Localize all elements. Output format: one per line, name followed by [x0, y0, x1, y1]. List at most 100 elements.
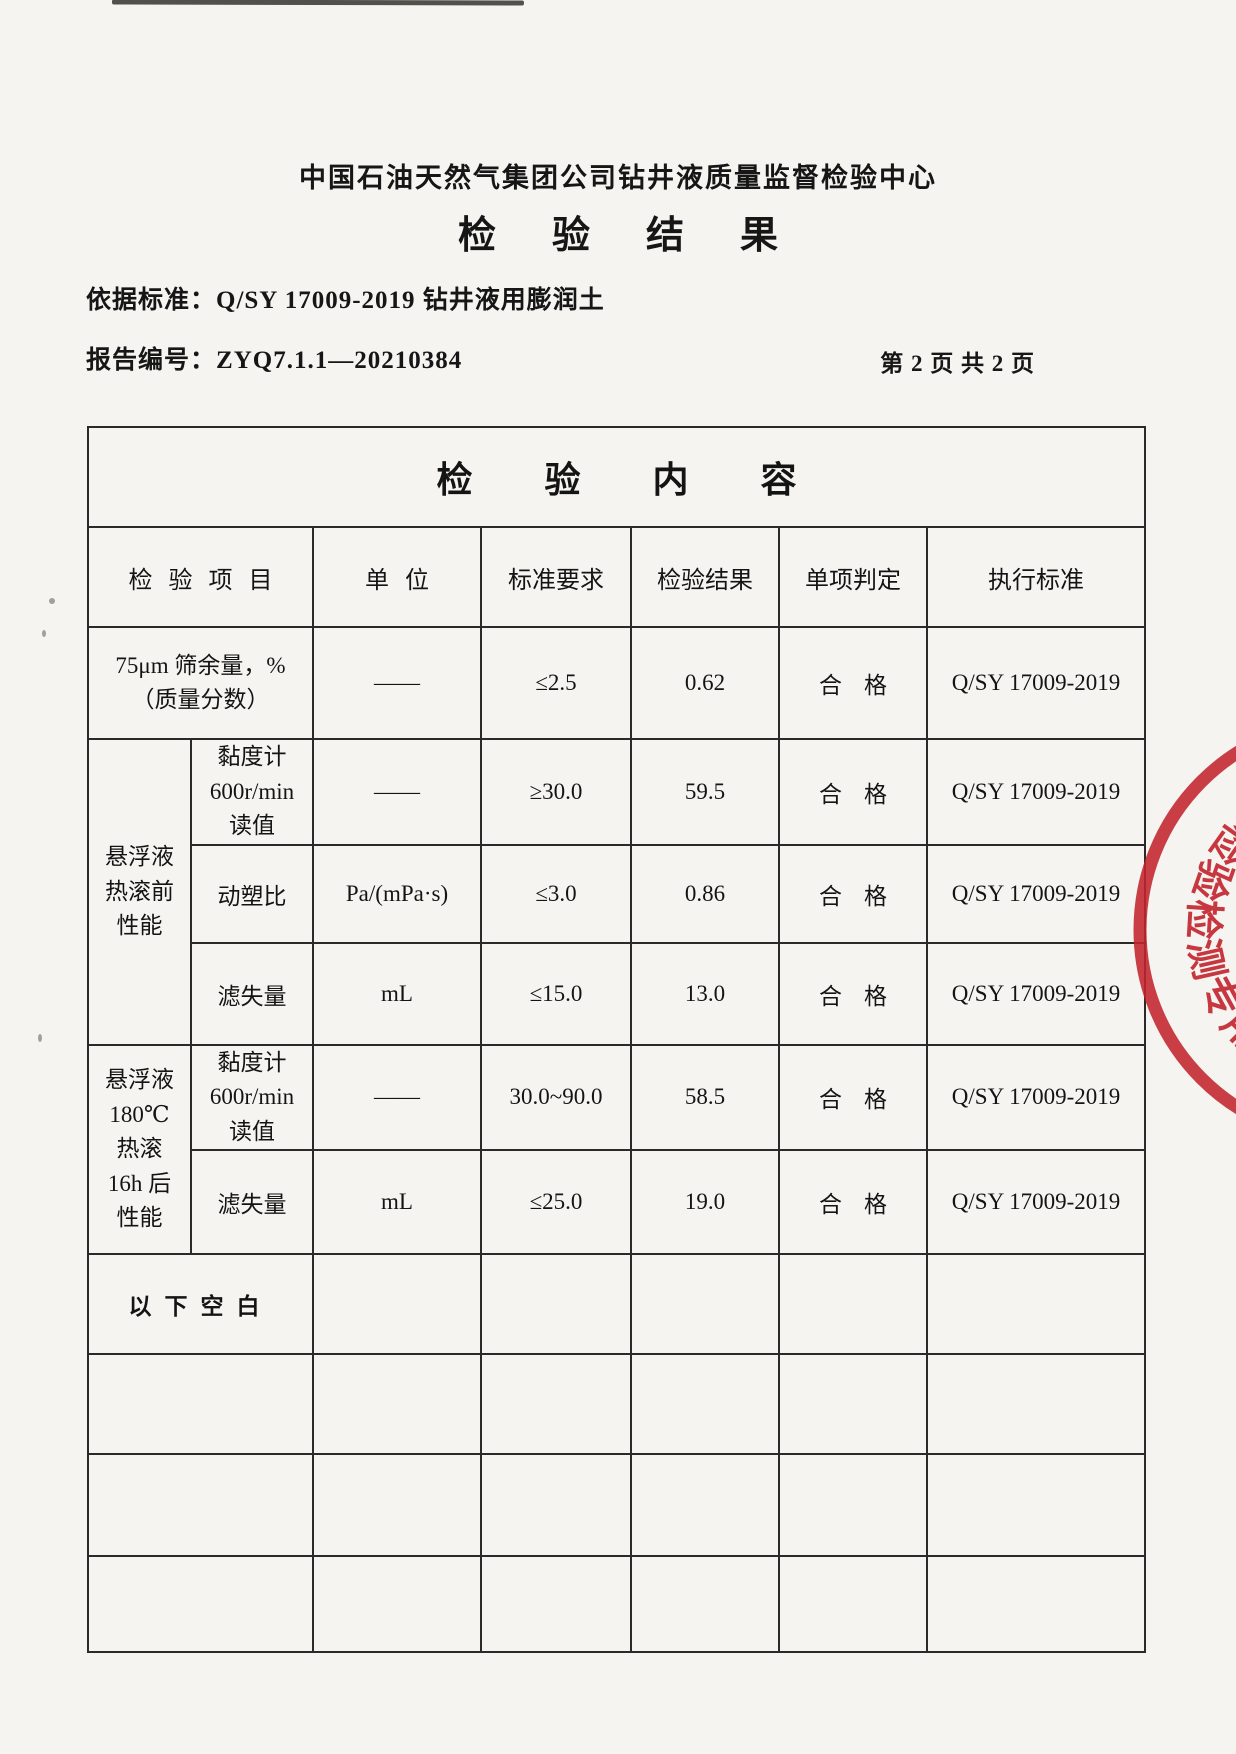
empty-cell — [630, 1555, 780, 1653]
row-blank-note: 以下空白 — [87, 1253, 1147, 1355]
report-number-line: 报告编号：ZYQ7.1.1—20210384 — [86, 340, 462, 376]
col-header-unit: 单位 — [312, 526, 482, 628]
table-title: 检验内容 — [86, 426, 1147, 528]
group1-filtrate-unit: mL — [312, 941, 482, 1046]
row-group1-viscometer: 悬浮液 热滚前 性能 黏度计 600r/min 读值 —— ≥30.0 59.5… — [87, 738, 1147, 1046]
empty-cell — [630, 1453, 780, 1557]
report-number-value: ZYQ7.1.1—20210384 — [216, 347, 463, 374]
group1-ratio-requirement: ≤3.0 — [480, 843, 632, 944]
sieve-requirement: ≤2.5 — [480, 626, 632, 740]
group2-filtrate-standard: Q/SY 17009-2019 — [925, 1149, 1147, 1255]
empty-cell — [87, 1555, 314, 1653]
empty-cell — [925, 1453, 1147, 1557]
empty-cell — [312, 1353, 482, 1455]
empty-cell — [778, 1453, 928, 1557]
empty-cell — [87, 1453, 314, 1557]
row-group1-ratio: 动塑比 Pa/(mPa·s) ≤3.0 0.86 合格 Q/SY 17009-2… — [88, 843, 1147, 944]
red-seal-stamp: 检验检测专用章 — [1128, 744, 1236, 1115]
empty-cell — [312, 1253, 482, 1355]
group1-viscometer-requirement: ≥30.0 — [480, 738, 632, 846]
empty-cell — [778, 1253, 928, 1355]
group1-ratio-judgement: 合格 — [778, 843, 928, 944]
scan-speck — [42, 630, 46, 637]
group1-filtrate-standard: Q/SY 17009-2019 — [925, 941, 1147, 1046]
group2-filtrate-item: 滤失量 — [190, 1149, 314, 1255]
group2-filtrate-judgement: 合格 — [778, 1149, 928, 1255]
group1-viscometer-standard: Q/SY 17009-2019 — [925, 738, 1147, 846]
empty-cell — [87, 1353, 314, 1455]
group2-viscometer-result: 58.5 — [630, 1043, 780, 1151]
group1-viscometer-result: 59.5 — [630, 738, 780, 846]
empty-cell — [778, 1555, 928, 1653]
empty-cell — [312, 1453, 482, 1557]
group2-filtrate-unit: mL — [312, 1149, 482, 1255]
group1-ratio-item: 动塑比 — [190, 843, 314, 944]
page-number: 第 2 页 共 2 页 — [880, 351, 1035, 376]
row-group1-filtrate: 滤失量 mL ≤15.0 13.0 合格 Q/SY 17009-2019 — [88, 941, 1147, 1046]
group1-viscometer-judgement: 合格 — [778, 738, 928, 846]
sieve-judgement: 合格 — [778, 626, 928, 740]
basis-value: Q/SY 17009-2019 钻井液用膨润土 — [216, 287, 605, 314]
empty-cell — [480, 1253, 632, 1355]
report-number-label: 报告编号： — [86, 347, 217, 374]
empty-cell — [925, 1555, 1147, 1653]
group1-filtrate-result: 13.0 — [630, 941, 780, 1046]
empty-cell — [480, 1453, 632, 1557]
group1-ratio-unit: Pa/(mPa·s) — [312, 843, 482, 944]
table-title-text: 检验内容 — [436, 460, 869, 500]
empty-row — [87, 1453, 1147, 1557]
row-group2-filtrate: 滤失量 mL ≤25.0 19.0 合格 Q/SY 17009-2019 — [88, 1149, 1147, 1255]
sieve-item: 75μm 筛余量，% （质量分数） — [87, 626, 314, 740]
group2-filtrate-result: 19.0 — [630, 1149, 780, 1255]
basis-label: 依据标准： — [86, 287, 217, 314]
table-header-row: 检验项目 单位 标准要求 检验结果 单项判定 执行标准 — [87, 526, 1147, 628]
group2-viscometer-item: 黏度计 600r/min 读值 — [190, 1043, 314, 1151]
sieve-unit: —— — [312, 626, 482, 740]
scan-artifact — [111, 0, 525, 6]
sieve-standard: Q/SY 17009-2019 — [925, 626, 1147, 740]
col-header-requirement: 标准要求 — [480, 526, 632, 628]
group1-label: 悬浮液 热滚前 性能 — [87, 738, 192, 1046]
blank-note: 以下空白 — [87, 1253, 314, 1355]
empty-cell — [630, 1353, 780, 1455]
report-title: 检验结果 — [0, 204, 1236, 259]
empty-cell — [480, 1555, 632, 1653]
seal-border-arc — [1133, 745, 1236, 1115]
empty-cell — [630, 1253, 780, 1355]
inspection-table: 检验内容 检验项目 单位 标准要求 检验结果 单项判定 执行标准 75μm 筛余… — [86, 426, 1147, 1653]
group2-viscometer-standard: Q/SY 17009-2019 — [925, 1043, 1147, 1151]
group1-ratio-result: 0.86 — [630, 843, 780, 944]
col-header-item: 检验项目 — [87, 526, 314, 628]
report-title-text: 检验结果 — [457, 215, 834, 257]
empty-cell — [480, 1353, 632, 1455]
col-header-judgement: 单项判定 — [778, 526, 928, 628]
sieve-result: 0.62 — [630, 626, 780, 740]
empty-cell — [778, 1353, 928, 1455]
col-header-standard: 执行标准 — [925, 526, 1147, 628]
group2-viscometer-requirement: 30.0~90.0 — [480, 1043, 632, 1151]
group2-filtrate-requirement: ≤25.0 — [480, 1149, 632, 1255]
group2-viscometer-unit: —— — [312, 1043, 482, 1151]
scan-speck — [49, 598, 55, 604]
col-header-result: 检验结果 — [630, 526, 780, 628]
empty-row — [87, 1555, 1147, 1653]
scan-speck — [38, 1034, 42, 1042]
organization-name: 中国石油天然气集团公司钻井液质量监督检验中心 — [299, 163, 937, 193]
table-title-row: 检验内容 — [86, 426, 1147, 528]
empty-cell — [925, 1353, 1147, 1455]
empty-row — [87, 1353, 1147, 1455]
row-group2-viscometer: 悬浮液 180℃ 热滚 16h 后 性能 黏度计 600r/min 读值 —— … — [87, 1043, 1147, 1255]
group2-viscometer-judgement: 合格 — [778, 1043, 928, 1151]
group1-viscometer-unit: —— — [312, 738, 482, 846]
row-sieve-residue: 75μm 筛余量，% （质量分数） —— ≤2.5 0.62 合格 Q/SY 1… — [87, 626, 1147, 740]
empty-cell — [312, 1555, 482, 1653]
group1-filtrate-item: 滤失量 — [190, 941, 314, 1046]
group1-viscometer-item: 黏度计 600r/min 读值 — [190, 738, 314, 846]
group1-filtrate-judgement: 合格 — [778, 941, 928, 1046]
group1-filtrate-requirement: ≤15.0 — [480, 941, 632, 1046]
basis-standard-line: 依据标准：Q/SY 17009-2019 钻井液用膨润土 — [86, 280, 605, 316]
group2-label: 悬浮液 180℃ 热滚 16h 后 性能 — [87, 1043, 192, 1255]
group1-ratio-standard: Q/SY 17009-2019 — [925, 843, 1147, 944]
empty-cell — [925, 1253, 1147, 1355]
